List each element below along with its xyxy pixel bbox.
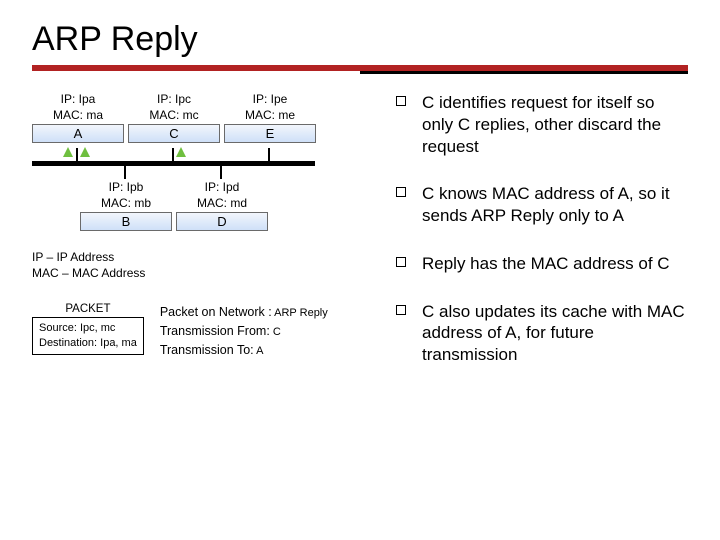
host-c-mac: MAC: mc [128,108,220,122]
tx2-value: C [270,326,281,338]
bullet-text: Reply has the MAC address of C [422,253,670,275]
host-d-ip: IP: Ipd [176,180,268,194]
host-d-label: D [176,212,268,231]
bullet-item: C knows MAC address of A, so it sends AR… [396,183,688,227]
arrow-to-a-icon [63,147,73,157]
host-b: IP: Ipb MAC: mb B [80,180,172,231]
content-area: IP: Ipa MAC: ma A IP: Ipc MAC: mc C IP: … [32,92,688,392]
host-c: IP: Ipc MAC: mc C [128,92,220,143]
tx-line-2: Transmission From: C [160,322,328,341]
slide-title: ARP Reply [32,20,688,59]
host-e-ip: IP: Ipe [224,92,316,106]
host-a-ip: IP: Ipa [32,92,124,106]
host-b-ip: IP: Ipb [80,180,172,194]
square-bullet-icon [396,96,406,106]
rule-black [360,71,688,74]
host-c-label: C [128,124,220,143]
host-e: IP: Ipe MAC: me E [224,92,316,143]
tx1-label: Packet on Network : [160,305,272,319]
packet-box: Source: Ipc, mc Destination: Ipa, ma [32,317,144,355]
packet-src: Source: Ipc, mc [39,321,137,336]
packet-box-wrap: PACKET Source: Ipc, mc Destination: Ipa,… [32,303,144,355]
packet-header: PACKET [32,303,144,315]
bullet-text: C knows MAC address of A, so it sends AR… [422,183,688,227]
tap-b [124,166,126,179]
legend-mac: MAC – MAC Address [32,265,382,281]
bullet-item: C also updates its cache with MAC addres… [396,301,688,366]
arrow-from-c-icon [176,147,186,157]
host-a-mac: MAC: ma [32,108,124,122]
tx3-value: A [254,345,264,357]
bullet-text: C also updates its cache with MAC addres… [422,301,688,366]
arrow-to-a2-icon [80,147,90,157]
packet-area: PACKET Source: Ipc, mc Destination: Ipa,… [32,303,382,360]
bullet-item: C identifies request for itself so only … [396,92,688,157]
square-bullet-icon [396,257,406,267]
host-b-mac: MAC: mb [80,196,172,210]
host-b-label: B [80,212,172,231]
square-bullet-icon [396,187,406,197]
bottom-hosts-row: IP: Ipb MAC: mb B IP: Ipd MAC: md D [80,180,382,231]
top-hosts-row: IP: Ipa MAC: ma A IP: Ipc MAC: mc C IP: … [32,92,382,143]
bullet-list: C identifies request for itself so only … [382,92,688,392]
legend-ip: IP – IP Address [32,249,382,265]
bullet-item: Reply has the MAC address of C [396,253,688,275]
tx2-label: Transmission From: [160,324,270,338]
tap-d [220,166,222,179]
transmission-lines: Packet on Network : ARP Reply Transmissi… [160,303,328,360]
host-c-ip: IP: Ipc [128,92,220,106]
host-d: IP: Ipd MAC: md D [176,180,268,231]
tap-e [268,148,270,161]
network-bus [32,161,315,166]
host-e-mac: MAC: me [224,108,316,122]
host-a: IP: Ipa MAC: ma A [32,92,124,143]
tx-line-3: Transmission To: A [160,341,328,360]
host-e-label: E [224,124,316,143]
tx3-label: Transmission To: [160,343,254,357]
square-bullet-icon [396,305,406,315]
tx1-value: ARP Reply [272,307,328,319]
tap-c [172,148,174,161]
tx-line-1: Packet on Network : ARP Reply [160,303,328,322]
tap-a [76,148,78,161]
legend: IP – IP Address MAC – MAC Address [32,249,382,281]
host-d-mac: MAC: md [176,196,268,210]
packet-dst: Destination: Ipa, ma [39,336,137,351]
bullet-text: C identifies request for itself so only … [422,92,688,157]
diagram: IP: Ipa MAC: ma A IP: Ipc MAC: mc C IP: … [32,92,382,392]
host-a-label: A [32,124,124,143]
